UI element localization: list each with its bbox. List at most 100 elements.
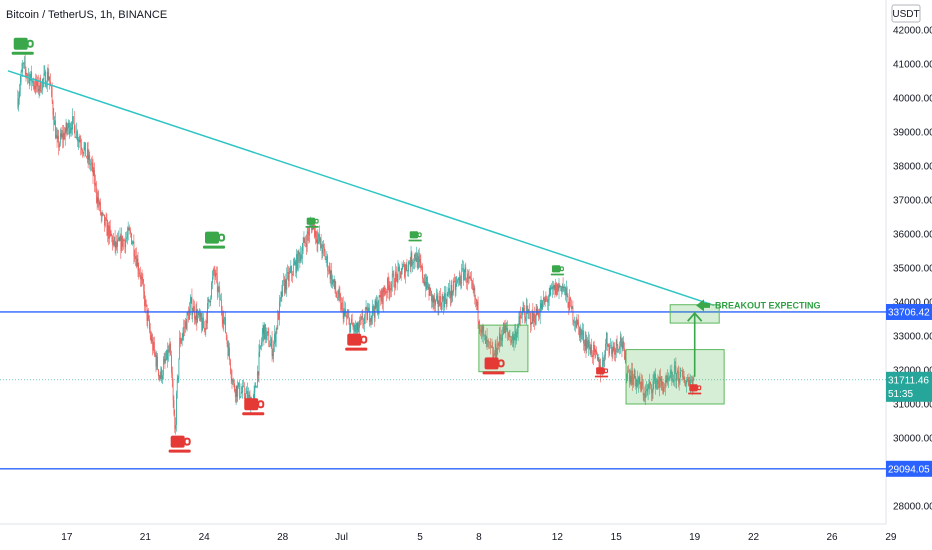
candle-body: [204, 328, 206, 330]
candle-body: [429, 288, 431, 296]
candle-body: [485, 336, 487, 344]
candle-body: [400, 274, 402, 279]
candle-body: [147, 315, 149, 321]
candle-body: [422, 266, 423, 279]
candle-body: [543, 297, 545, 304]
candle-body: [234, 383, 235, 391]
candle-body: [436, 295, 438, 297]
candle-body: [335, 289, 337, 294]
candle-body: [467, 273, 469, 279]
candle-body: [207, 303, 208, 324]
candle-body: [504, 325, 506, 334]
candle-body: [319, 234, 320, 243]
candle-body: [242, 385, 243, 393]
candle-body: [117, 239, 118, 247]
candle-body: [213, 269, 215, 271]
candle-body: [489, 341, 490, 343]
candle-body: [514, 331, 516, 337]
candle-body: [322, 244, 324, 254]
candle-body: [445, 300, 447, 305]
candle-body: [628, 371, 630, 382]
candle-body: [270, 338, 272, 344]
cup-marker-icon: [408, 231, 422, 242]
candle-body: [664, 387, 665, 389]
candle-body: [21, 68, 23, 72]
candle-body: [263, 325, 265, 340]
candle-body: [389, 288, 391, 293]
candle-body: [581, 334, 583, 336]
candle-body: [140, 274, 141, 280]
x-tick-label: 28: [277, 532, 289, 543]
candle-body: [257, 371, 259, 376]
candle-body: [405, 264, 407, 271]
time-axis[interactable]: 17 21 24 28 Jul 5 8 12 15 19 22 26 29: [0, 523, 897, 543]
candle-body: [299, 254, 301, 261]
candle-body: [170, 344, 172, 356]
candle-body: [327, 255, 328, 271]
candle-body: [415, 257, 417, 262]
candle-body: [97, 197, 99, 203]
candle-body: [169, 344, 171, 352]
candle-body: [48, 76, 50, 80]
candle-body: [63, 132, 64, 140]
candle-body: [200, 313, 202, 321]
candle-body: [189, 302, 191, 309]
candle-body: [46, 85, 47, 87]
candle-body: [211, 283, 212, 298]
candle-body: [230, 370, 232, 379]
candle-body: [225, 332, 227, 338]
candle-body: [146, 304, 148, 321]
candle-body: [525, 316, 526, 322]
candle-body: [333, 279, 335, 283]
candle-body: [284, 279, 286, 293]
cup-marker-icon: [688, 384, 702, 395]
candle-body: [678, 381, 680, 383]
candle-body: [628, 370, 629, 372]
candle-body: [202, 317, 203, 331]
candle-body: [661, 378, 663, 386]
trendline[interactable]: [7, 70, 715, 307]
candle-body: [350, 322, 351, 333]
candle-body: [594, 346, 596, 353]
candle-body: [95, 183, 96, 186]
candle-body: [217, 287, 219, 292]
x-tick-label: 5: [417, 532, 423, 543]
candle-body: [369, 321, 371, 323]
candle-body: [155, 355, 157, 367]
rectangle-box[interactable]: [625, 349, 725, 405]
candle-body: [357, 322, 359, 332]
cup-marker-icon: [345, 333, 368, 351]
candle-body: [337, 297, 338, 299]
candle-body: [371, 315, 373, 317]
candle-body: [434, 297, 436, 306]
candle-body: [175, 424, 176, 429]
candle-body: [573, 321, 575, 323]
candle-body: [114, 237, 116, 248]
candle-body: [131, 233, 132, 245]
candle-body: [254, 385, 256, 392]
currency-button[interactable]: [891, 4, 921, 23]
candle-body: [287, 272, 288, 274]
cup-marker-icon: [594, 367, 609, 378]
candle-body: [194, 318, 196, 321]
candle-body: [144, 299, 146, 307]
price-axis[interactable]: USDT 28000.0029000.0030000.0031000.00320…: [885, 0, 932, 524]
candle-body: [113, 240, 114, 246]
candle-body: [498, 333, 500, 346]
level-price-label: 33706.42: [888, 307, 930, 318]
candle-body: [191, 297, 193, 316]
candle-body: [559, 285, 561, 288]
candle-body: [92, 163, 94, 176]
candle-body: [646, 389, 647, 391]
candle-body: [86, 149, 88, 157]
candle-body: [35, 79, 37, 90]
candle-body: [421, 266, 423, 268]
candle-body: [634, 369, 636, 380]
candle-body: [588, 339, 590, 348]
candle-body: [673, 366, 675, 382]
candle-body: [460, 282, 462, 284]
candle-body: [324, 252, 326, 260]
candle-body: [386, 291, 387, 293]
candle-body: [465, 267, 467, 282]
